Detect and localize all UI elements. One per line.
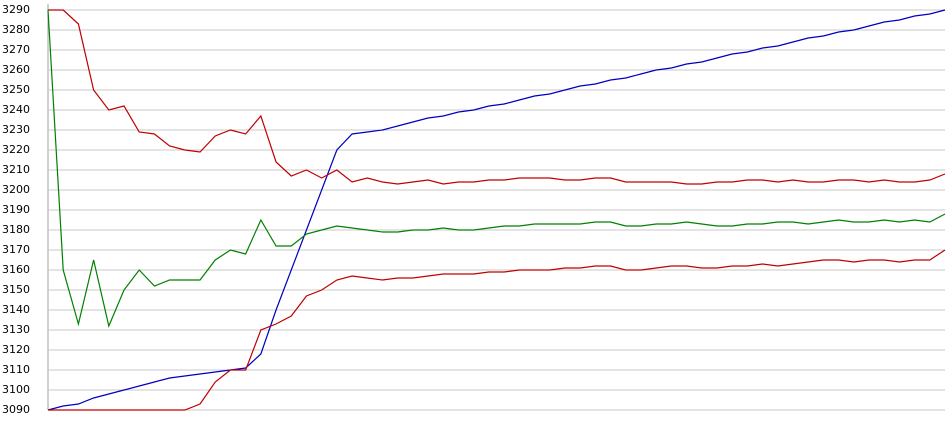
y-tick-label: 3220 <box>2 143 30 156</box>
y-tick-label: 3170 <box>2 243 30 256</box>
series-line <box>48 9 946 185</box>
y-tick-label: 3290 <box>2 3 30 16</box>
y-tick-label: 3160 <box>2 263 30 276</box>
y-tick-label: 3190 <box>2 203 30 216</box>
y-tick-label: 3100 <box>2 383 30 396</box>
y-tick-label: 3200 <box>2 183 30 196</box>
y-tick-label: 3280 <box>2 23 30 36</box>
y-tick-label: 3210 <box>2 163 30 176</box>
y-tick-label: 3140 <box>2 303 30 316</box>
y-tick-label: 3270 <box>2 43 30 56</box>
y-tick-label: 3250 <box>2 83 30 96</box>
y-tick-label: 3230 <box>2 123 30 136</box>
y-tick-label: 3120 <box>2 343 30 356</box>
y-tick-label: 3150 <box>2 283 30 296</box>
series-line <box>47 9 946 411</box>
series-line <box>48 249 946 411</box>
y-tick-label: 3240 <box>2 103 30 116</box>
y-tick-label: 3130 <box>2 323 30 336</box>
series-line <box>47 9 946 328</box>
y-tick-label: 3260 <box>2 63 30 76</box>
y-tick-label: 3110 <box>2 363 30 376</box>
y-tick-label: 3180 <box>2 223 30 236</box>
y-tick-label: 3090 <box>2 403 30 416</box>
